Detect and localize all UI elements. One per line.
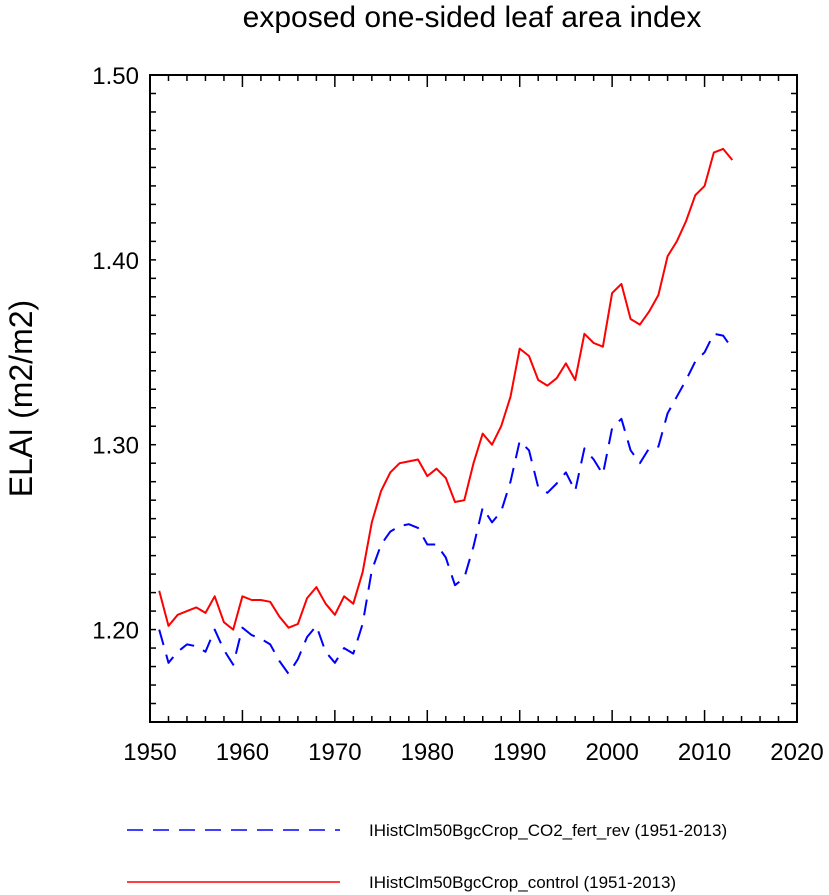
y-tick-label: 1.20 [92,618,139,645]
data-series [158,147,734,675]
y-tick-label: 1.30 [92,433,139,460]
x-tick-label: 1950 [123,739,176,766]
series-line-1 [158,332,734,675]
x-tick-label: 2020 [770,739,823,766]
x-tick-label: 1970 [308,739,361,766]
x-tick-label: 1980 [401,739,454,766]
y-axis-label: ELAI (m2/m2) [3,300,39,497]
legend: IHistClm50BgcCrop_CO2_fert_rev (1951-201… [127,821,727,892]
x-tick-label: 1960 [216,739,269,766]
legend-label-2: IHistClm50BgcCrop_control (1951-2013) [369,873,676,892]
legend-label-1: IHistClm50BgcCrop_CO2_fert_rev (1951-201… [369,821,727,840]
x-tick-label: 2000 [585,739,638,766]
plot-frame [149,74,798,723]
chart-title: exposed one-sided leaf area index [243,1,702,34]
series-line-2 [158,147,734,631]
y-tick-label: 1.40 [92,248,139,275]
y-tick-label: 1.50 [92,63,139,90]
x-tick-label: 1990 [493,739,546,766]
axis-ticks: 1950 1960 1970 1980 1990 2000 2010 2020 1.20 1.30… [92,63,823,766]
x-tick-label: 2010 [678,739,731,766]
